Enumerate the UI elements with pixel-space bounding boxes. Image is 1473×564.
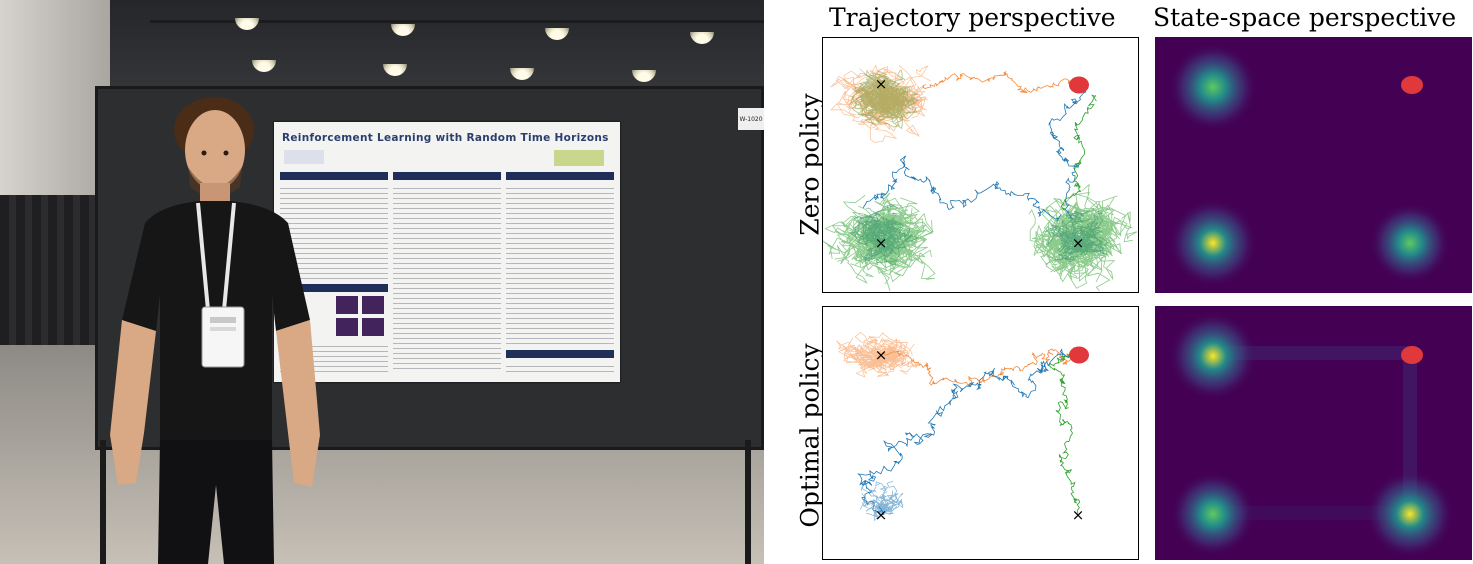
ceiling-lamp — [383, 64, 407, 76]
trajectory-cloud-teal — [1045, 208, 1109, 263]
ceiling-lamp — [252, 60, 276, 72]
poster-section-header — [506, 172, 614, 180]
presenter — [110, 97, 320, 564]
state-space-heatmap-zero-policy — [1155, 37, 1472, 293]
board-leg — [100, 440, 106, 564]
ceiling-lamp — [391, 24, 415, 36]
start-marker: × — [1072, 234, 1085, 252]
density-path — [1210, 346, 1415, 360]
target-marker — [1401, 346, 1423, 364]
trajectory-plot-zero-policy: × × × — [822, 37, 1139, 293]
density-blob — [1169, 312, 1257, 400]
column-title-trajectory: Trajectory perspective — [829, 3, 1116, 32]
ceiling-truss — [150, 20, 764, 23]
start-marker: × — [875, 75, 888, 93]
research-poster: Reinforcement Learning with Random Time … — [274, 122, 620, 382]
trajectory-canvas: × × × — [823, 64, 1137, 291]
logo — [554, 150, 604, 166]
trajectory-canvas: × × × — [836, 331, 1089, 524]
start-marker: × — [875, 506, 888, 524]
target-marker — [1401, 76, 1423, 94]
density-path — [1205, 506, 1415, 520]
curtain — [0, 195, 100, 345]
poster-figure — [362, 296, 384, 314]
poster-figure — [336, 318, 358, 336]
column-title-state-space: State-space perspective — [1153, 3, 1457, 32]
trajectory-path-green — [1048, 348, 1081, 516]
trajectory-plot-optimal-policy: × × × — [822, 306, 1139, 560]
density-blob — [1169, 43, 1257, 131]
logo — [284, 150, 324, 164]
poster-text-block — [280, 184, 388, 280]
density-blob — [1370, 203, 1450, 283]
poster-title: Reinforcement Learning with Random Time … — [282, 132, 609, 144]
density-blob — [1366, 470, 1454, 558]
poster-figure — [362, 318, 384, 336]
poster-figure — [336, 296, 358, 314]
booth-tag: W-1020 — [738, 108, 764, 130]
poster-section-header — [280, 172, 388, 180]
start-marker: × — [875, 346, 888, 364]
conference-photo: W-1020 Reinforcement Learning with Rando… — [0, 0, 764, 564]
poster-text-block — [506, 184, 614, 344]
start-marker: × — [1072, 506, 1085, 524]
ceiling-lamp — [510, 68, 534, 80]
density-blob — [1169, 199, 1257, 287]
trajectory-path-green — [1060, 94, 1097, 211]
state-space-heatmap-optimal-policy — [1155, 306, 1472, 560]
target-marker — [1069, 346, 1089, 364]
poster-section-header — [393, 172, 501, 180]
heatmap-canvas — [1169, 43, 1450, 287]
poster-text-block — [393, 184, 501, 370]
ceiling-lamp — [545, 28, 569, 40]
trajectory-path-blue — [856, 347, 1080, 516]
row-label-zero-policy: Zero policy — [795, 93, 825, 236]
row-label-optimal-policy: Optimal policy — [795, 343, 825, 528]
density-blob — [1171, 472, 1255, 556]
trajectory-cloud-olive — [849, 69, 919, 130]
poster-text-block — [506, 362, 614, 376]
target-marker — [1069, 76, 1089, 94]
trajectory-cloud-blue — [859, 480, 904, 522]
start-marker: × — [875, 234, 888, 252]
ceiling-lamp — [632, 70, 656, 82]
poster-section-header — [506, 350, 614, 358]
trajectory-path-blue — [862, 155, 1062, 222]
board-leg — [745, 440, 751, 564]
heatmap-canvas — [1169, 312, 1454, 558]
ceiling-lamp — [235, 18, 259, 30]
trajectory-cloud-teal — [849, 204, 920, 266]
poster-section-header — [280, 284, 388, 292]
ceiling-lamp — [690, 32, 714, 44]
trajectory-path-orange — [922, 70, 1080, 94]
